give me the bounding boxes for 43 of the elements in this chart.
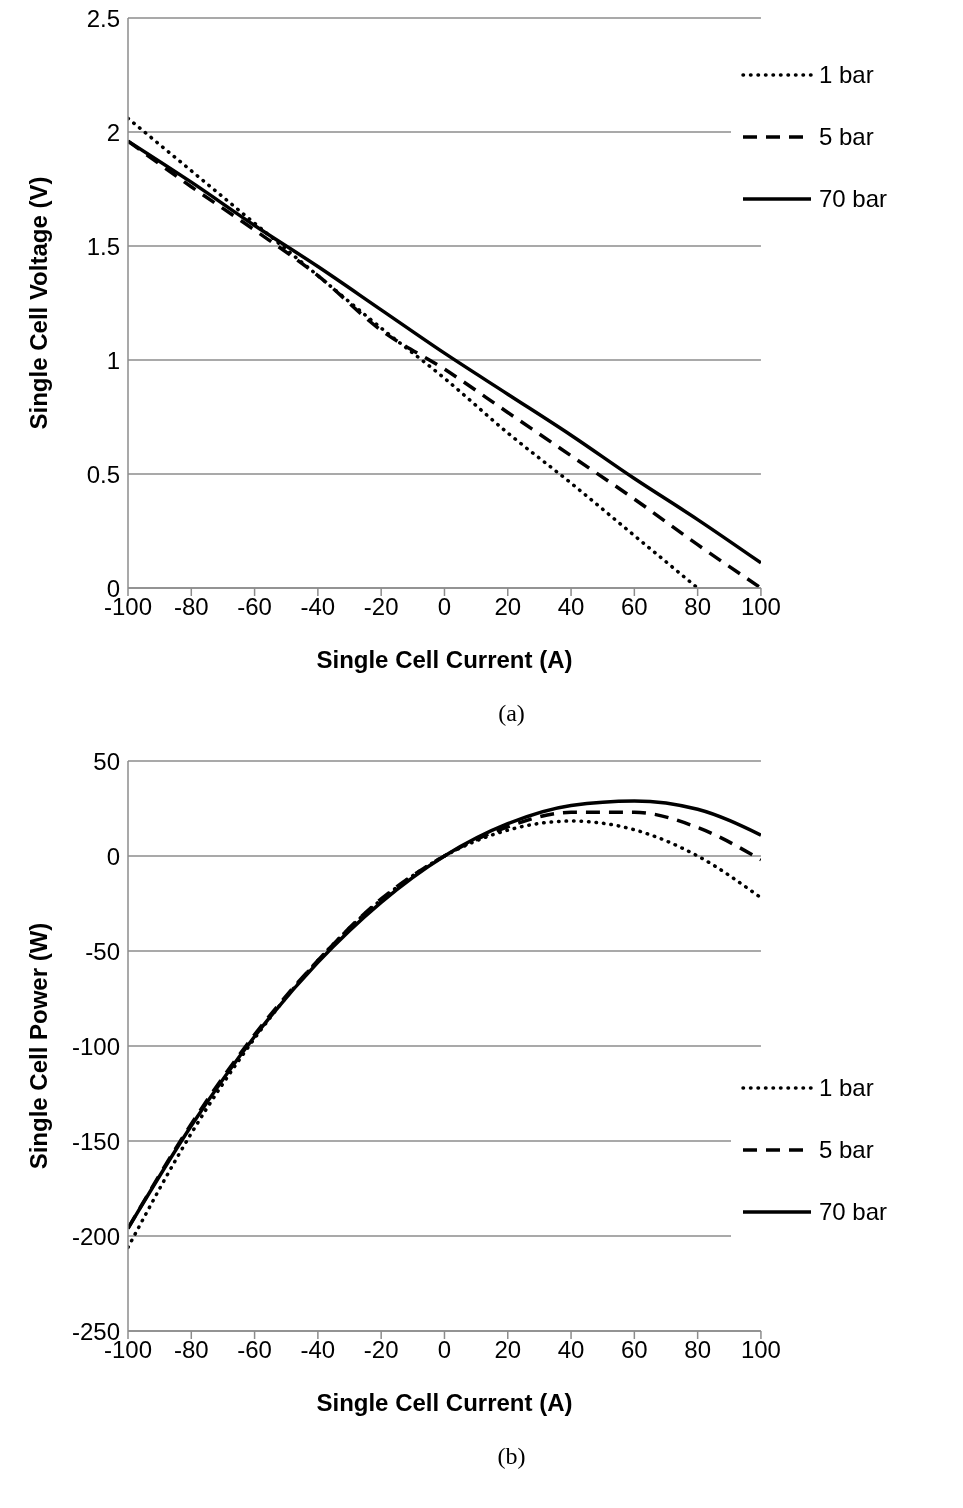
legend-label: 5 bar: [818, 1136, 874, 1164]
y-axis-title: Single Cell Power (W): [24, 922, 52, 1170]
y-tick-label: 50: [93, 747, 120, 775]
text: (a): [497, 700, 526, 727]
x-tick-label: 100: [740, 1336, 781, 1364]
legend-label: 70 bar: [818, 185, 887, 213]
x-tick-label: -20: [363, 593, 399, 621]
x-tick-label: -80: [173, 1336, 209, 1364]
x-tick-label: 80: [684, 1336, 711, 1364]
x-tick-label: -40: [300, 1336, 336, 1364]
x-tick-label: -80: [173, 593, 209, 621]
x-tick-label: 60: [621, 593, 648, 621]
x-tick-label: 100: [740, 593, 781, 621]
x-axis-title: Single Cell Current (A): [316, 1389, 573, 1416]
x-tick-label: -20: [363, 1336, 399, 1364]
y-tick-label: -150: [71, 1127, 120, 1155]
text: (b): [496, 1443, 527, 1470]
legend-label: 5 bar: [818, 123, 874, 151]
y-tick-label: 1: [106, 346, 120, 374]
x-tick-label: -60: [237, 593, 272, 621]
x-tick-label: 0: [437, 593, 452, 621]
x-axis-title: Single Cell Current (A): [316, 646, 573, 673]
y-tick-label: -100: [71, 1032, 120, 1060]
y-tick-label: 0.5: [86, 460, 120, 488]
x-tick-label: 20: [494, 593, 522, 621]
x-tick-label: -60: [237, 1336, 272, 1364]
x-tick-label: 20: [494, 1336, 522, 1364]
y-tick-label: 2.5: [86, 4, 120, 32]
y-tick-label: 2: [106, 118, 120, 146]
x-tick-label: 80: [684, 593, 711, 621]
x-tick-label: 60: [621, 1336, 648, 1364]
y-axis-title: Single Cell Voltage (V): [24, 176, 52, 430]
y-tick-label: -200: [71, 1222, 120, 1250]
y-tick-label: 1.5: [86, 232, 120, 260]
legend-label: 70 bar: [818, 1198, 887, 1226]
x-tick-label: 0: [437, 1336, 452, 1364]
y-tick-label: 0: [106, 842, 120, 870]
x-tick-label: 40: [557, 593, 585, 621]
legend-label: 1 bar: [818, 61, 874, 89]
legend-label: 1 bar: [818, 1074, 874, 1102]
x-tick-label: 40: [557, 1336, 585, 1364]
y-tick-label: -50: [85, 937, 120, 965]
x-tick-label: -40: [300, 593, 336, 621]
